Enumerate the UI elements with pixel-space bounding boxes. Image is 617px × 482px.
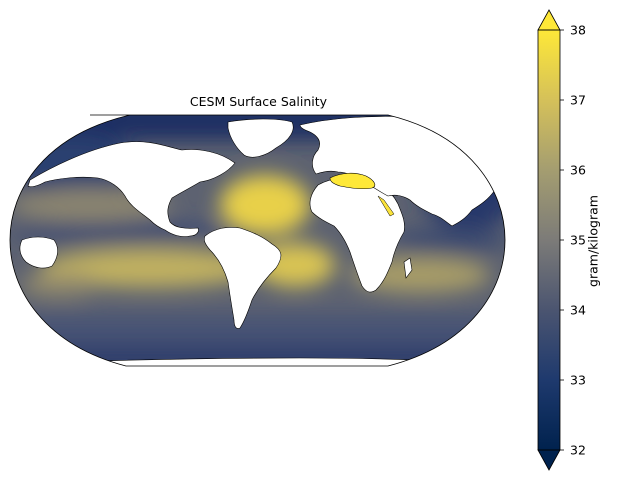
colorbar-tick-label: 34 [570, 302, 586, 318]
colorbar [537, 9, 564, 471]
south-america [203, 226, 282, 329]
australia [19, 236, 58, 269]
globe-outline [9, 114, 506, 367]
colorbar-label: gram/kilogram [585, 195, 601, 287]
colorbar-gradient [538, 30, 560, 450]
colorbar-tick-label: 38 [570, 22, 586, 38]
colorbar-tick-label: 35 [570, 232, 586, 248]
greenland [227, 118, 294, 158]
map-title: CESM Surface Salinity [189, 94, 328, 109]
madagascar [403, 257, 413, 279]
red-sea [377, 195, 395, 217]
antarctica [10, 357, 505, 366]
colorbar-tick-label: 33 [570, 372, 586, 388]
colorbar-tick-label: 32 [570, 442, 586, 458]
land-masses [10, 116, 505, 366]
north-america [27, 141, 236, 237]
colorbar-tick-label: 37 [570, 92, 586, 108]
colorbar-bottom-extend [537, 449, 561, 471]
colorbar-tick-label: 36 [570, 162, 586, 178]
colorbar-top-extend [537, 9, 561, 31]
mediterranean-sea [329, 172, 376, 190]
